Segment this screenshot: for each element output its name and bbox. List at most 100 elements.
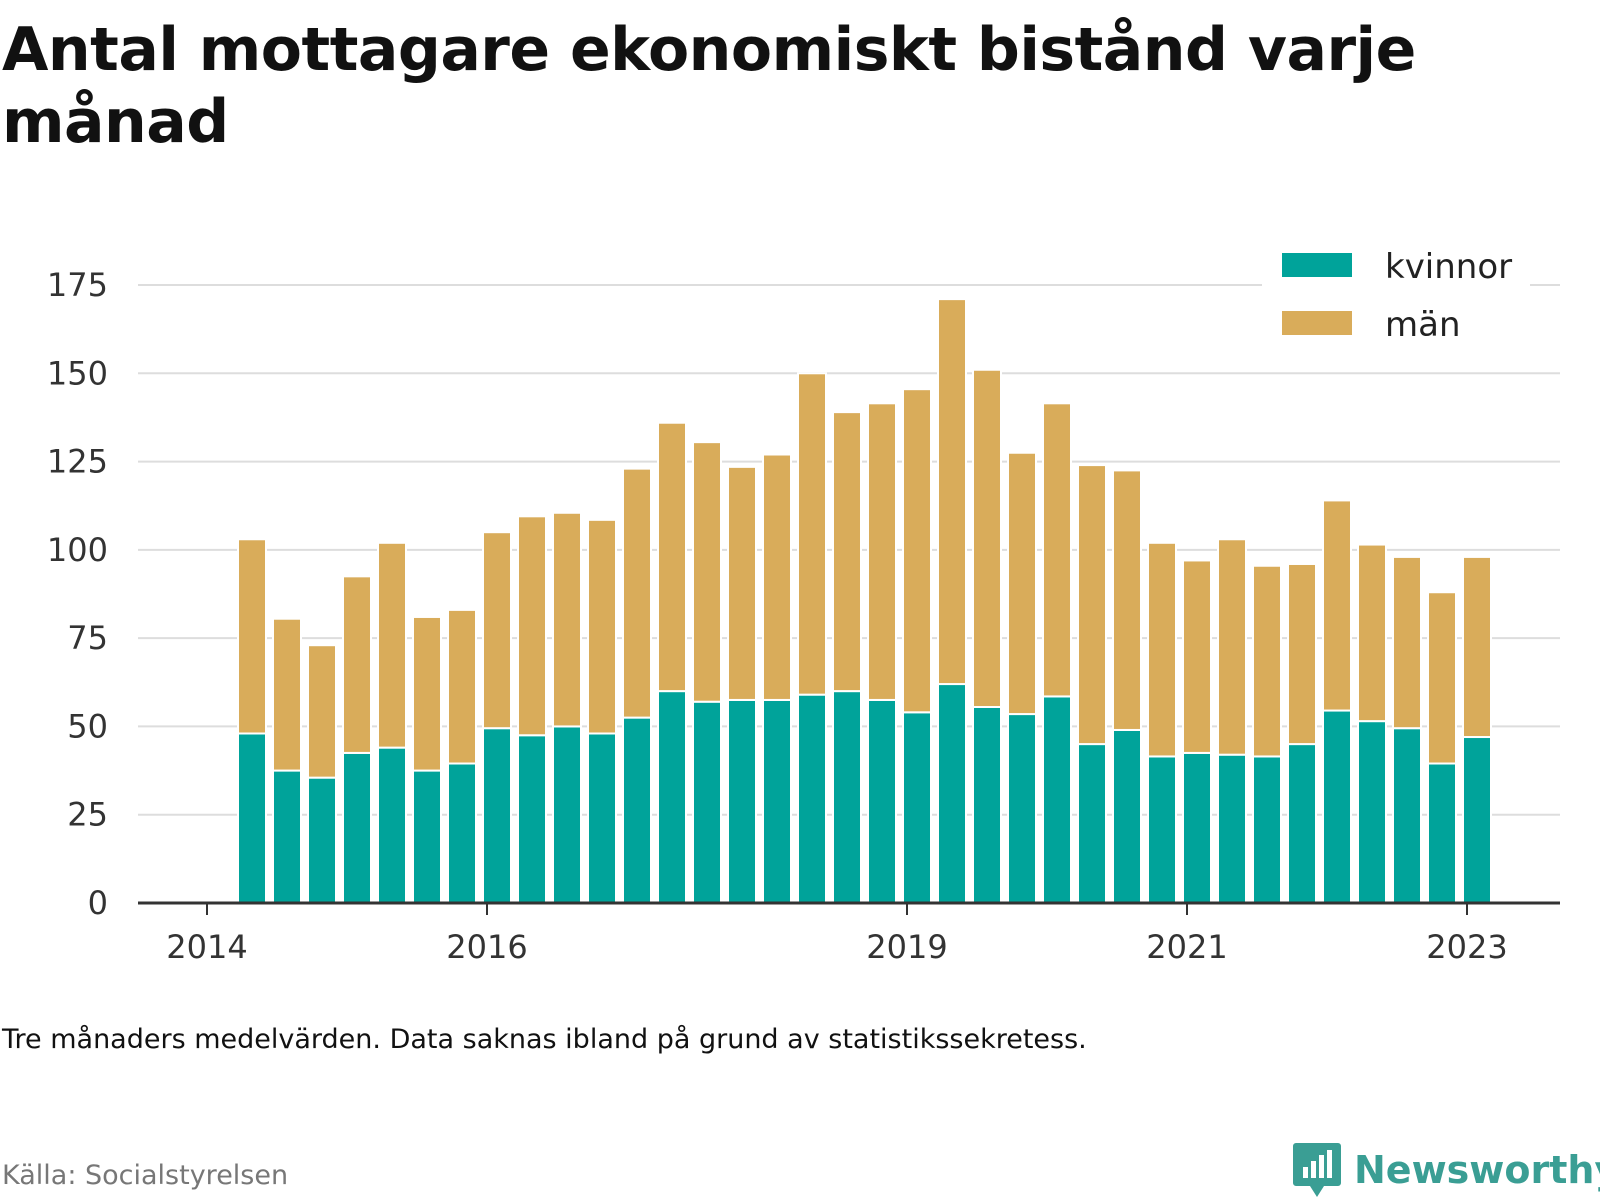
bar-man	[1112, 469, 1142, 731]
bar-kvinnor	[867, 698, 897, 905]
bar-man	[587, 518, 617, 735]
bar-kvinnor	[1462, 736, 1492, 904]
bar-man	[972, 368, 1002, 709]
bar-man	[622, 467, 652, 719]
bar-chart-speech-bubble-icon	[1293, 1143, 1341, 1197]
bar-man	[237, 538, 267, 735]
bar-man	[447, 608, 477, 765]
bar-man	[1427, 591, 1457, 765]
footnote: Tre månaders medelvärden. Data saknas ib…	[2, 1024, 1087, 1055]
bar-kvinnor	[657, 690, 687, 904]
bar-kvinnor	[237, 732, 267, 905]
bar-man	[307, 644, 337, 779]
bar-kvinnor	[1287, 743, 1317, 904]
bar-kvinnor	[832, 690, 862, 904]
legend-label-kvinnor: kvinnor	[1385, 247, 1512, 287]
bar-man	[377, 541, 407, 749]
x-tick-label: 2021	[1146, 928, 1227, 966]
newsworthy-logo: Newsworthy	[1292, 1140, 1600, 1200]
bar-man	[797, 372, 827, 696]
bar-kvinnor	[1322, 709, 1352, 905]
bar-kvinnor	[552, 725, 582, 905]
bar-kvinnor	[1042, 695, 1072, 905]
x-tick-label: 2016	[446, 928, 527, 966]
logo-text: Newsworthy	[1354, 1148, 1600, 1192]
y-axis-tick-labels: 0 25 50 75 100 125 150 175	[47, 266, 108, 922]
bar-kvinnor	[937, 683, 967, 905]
bar-man	[517, 515, 547, 737]
bar-man	[1147, 541, 1177, 758]
bar-kvinnor	[692, 700, 722, 904]
bar-man	[1182, 559, 1212, 754]
x-tick-label: 2023	[1426, 928, 1507, 966]
bar-kvinnor	[482, 727, 512, 904]
bar-man	[1462, 555, 1492, 739]
bar-kvinnor	[1427, 762, 1457, 904]
bar-man	[832, 411, 862, 693]
bar-kvinnor	[902, 711, 932, 904]
bar-man	[902, 388, 932, 714]
bar-kvinnor	[1217, 753, 1247, 904]
bar-kvinnor	[762, 698, 792, 905]
bar-kvinnor	[1392, 727, 1422, 904]
x-axis: 2014 2016 2019 2021 2023	[138, 901, 1560, 966]
y-tick-label: 175	[47, 266, 108, 304]
source-credit: Källa: Socialstyrelsen	[2, 1160, 289, 1191]
bar-kvinnor	[307, 776, 337, 904]
legend-swatch-man	[1282, 311, 1352, 335]
bar-man	[1042, 402, 1072, 698]
bar-man	[482, 531, 512, 730]
bar-man	[1287, 562, 1317, 746]
bar-kvinnor	[1077, 743, 1107, 904]
bar-kvinnor	[1112, 728, 1142, 905]
legend-label-man: män	[1385, 305, 1461, 345]
y-tick-label: 25	[67, 796, 108, 834]
bar-kvinnor	[447, 762, 477, 904]
bar-man	[1252, 564, 1282, 758]
bar-man	[692, 441, 722, 703]
y-tick-label: 75	[67, 619, 108, 657]
y-tick-label: 100	[47, 531, 108, 569]
bar-man	[1077, 464, 1107, 746]
x-tick-label: 2014	[166, 928, 247, 966]
bar-kvinnor	[622, 716, 652, 904]
bar-man	[762, 453, 792, 701]
y-tick-label: 50	[67, 707, 108, 745]
x-tick-label: 2019	[866, 928, 947, 966]
bar-man	[1357, 543, 1387, 723]
bar-kvinnor	[1007, 713, 1037, 904]
bar-kvinnor	[727, 698, 757, 905]
bar-man	[1322, 499, 1352, 712]
bar-man	[272, 617, 302, 772]
bar-man	[412, 615, 442, 772]
chart-title: Antal mottagare ekonomiskt bistånd varje…	[2, 15, 1416, 157]
bar-man	[1392, 555, 1422, 730]
bar-kvinnor	[377, 746, 407, 904]
bar-kvinnor	[797, 693, 827, 904]
legend: kvinnor män	[1262, 244, 1530, 356]
bar-man	[342, 575, 372, 754]
bars	[237, 298, 1492, 905]
bar-kvinnor	[342, 751, 372, 905]
bar-man	[937, 298, 967, 686]
bar-kvinnor	[1147, 755, 1177, 905]
bar-kvinnor	[517, 734, 547, 904]
bar-kvinnor	[972, 706, 1002, 905]
bar-man	[727, 465, 757, 701]
bar-kvinnor	[1182, 751, 1212, 905]
bar-kvinnor	[1252, 755, 1282, 905]
bar-man	[1217, 538, 1247, 756]
legend-swatch-kvinnor	[1282, 253, 1352, 277]
y-tick-label: 0	[88, 884, 108, 922]
bar-man	[1007, 451, 1037, 716]
bar-man	[867, 402, 897, 701]
bar-man	[552, 511, 582, 728]
y-tick-label: 125	[47, 443, 108, 481]
bar-kvinnor	[587, 732, 617, 905]
bar-kvinnor	[412, 769, 442, 904]
stacked-bar-chart: 0 25 50 75 100 125 150 175 2014 2016 2019 2021 2023…	[46, 244, 1560, 966]
bar-man	[657, 421, 687, 693]
bar-kvinnor	[1357, 720, 1387, 904]
y-tick-label: 150	[47, 354, 108, 392]
bar-kvinnor	[272, 769, 302, 904]
